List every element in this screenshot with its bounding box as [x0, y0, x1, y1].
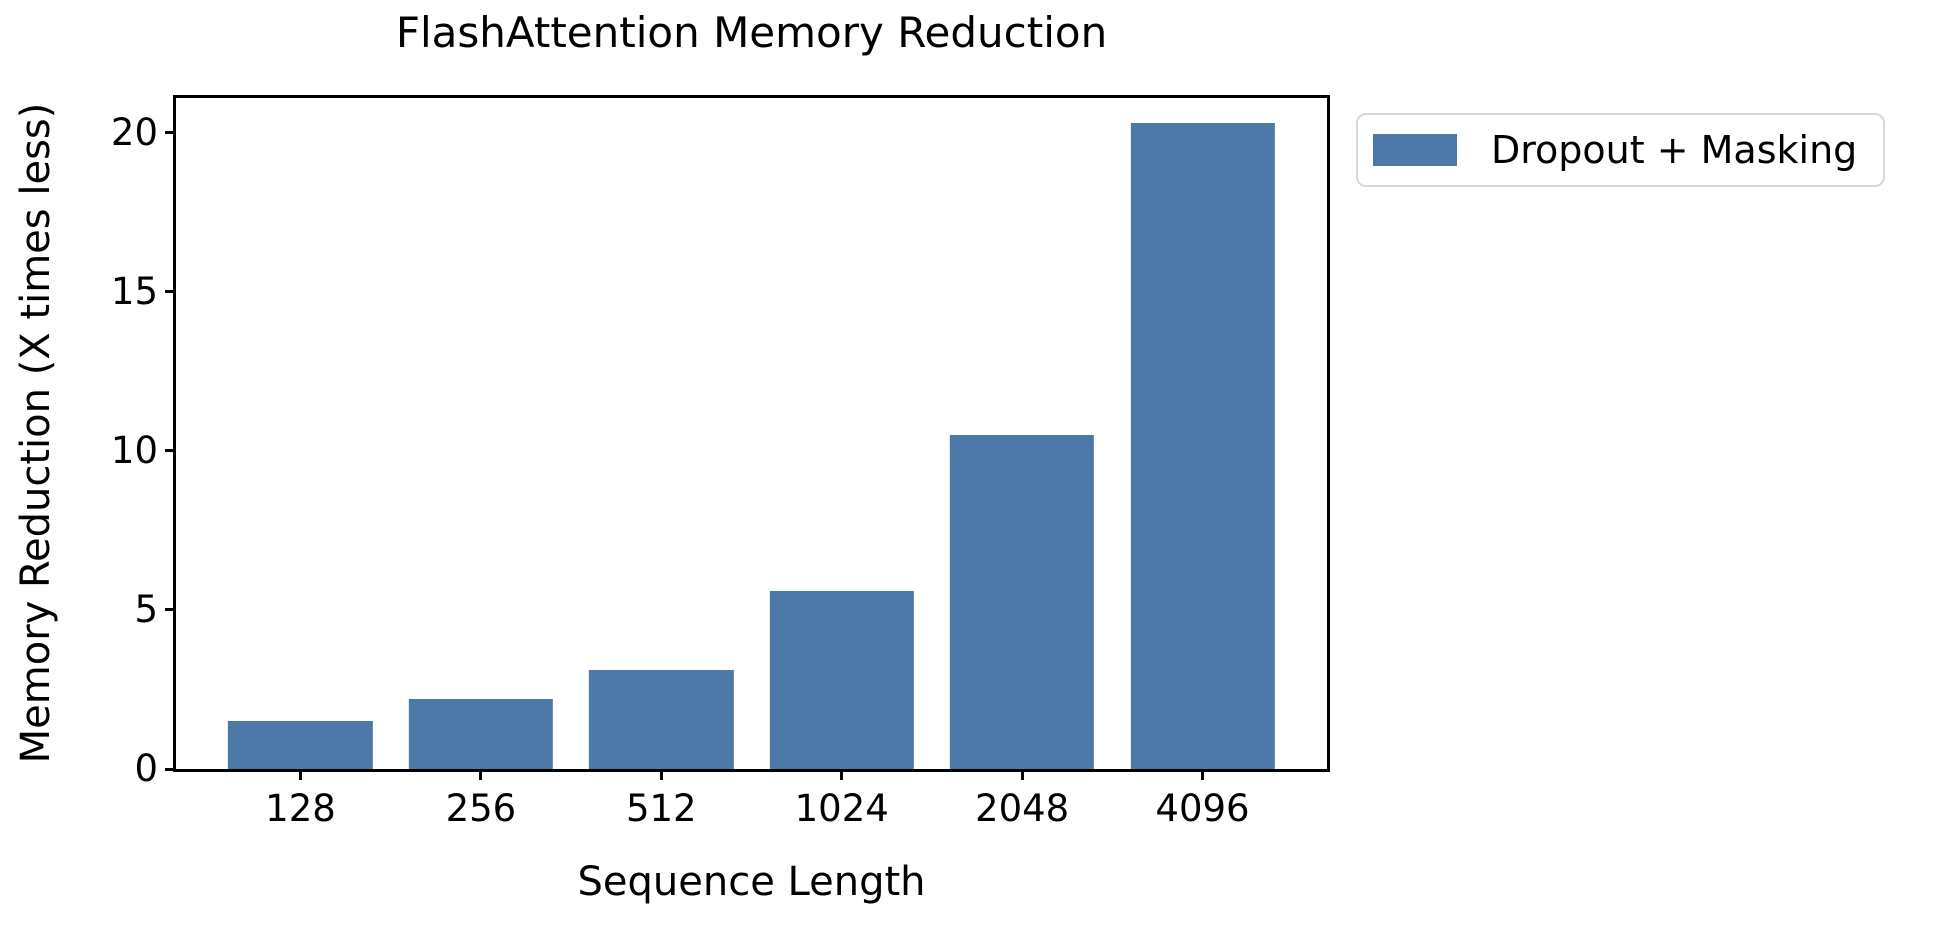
- bar-4096: [1130, 123, 1275, 769]
- y-tick-label-0: 0: [134, 747, 158, 790]
- x-tick-label-2048: 2048: [975, 787, 1070, 830]
- legend: Dropout + Masking: [1356, 113, 1886, 187]
- y-tick-label-20: 20: [110, 110, 158, 154]
- y-tick-mark-20: [165, 131, 176, 135]
- x-tick-label-512: 512: [625, 787, 697, 830]
- legend-label: Dropout + Masking: [1491, 128, 1858, 172]
- x-tick-label-128: 128: [265, 787, 336, 830]
- y-tick-mark-0: [165, 767, 176, 771]
- bar-256: [408, 699, 554, 769]
- chart-title: FlashAttention Memory Reduction: [395, 8, 1108, 57]
- legend-swatch-icon: [1373, 134, 1457, 166]
- plot-area: 0 5 10 15 20 128 256 512 1024 2048 4096: [111, 95, 1330, 830]
- x-tick-label-1024: 1024: [794, 787, 889, 830]
- y-tick-mark-10: [165, 449, 176, 453]
- x-tick-mark-4096: [1201, 769, 1205, 780]
- x-tick-mark-512: [659, 769, 663, 780]
- bar-128: [228, 721, 373, 769]
- x-tick-label-256: 256: [445, 787, 517, 830]
- bar-2048: [949, 435, 1095, 769]
- x-tick-mark-1024: [840, 769, 844, 780]
- y-tick-label-15: 15: [110, 269, 158, 313]
- x-axis-label: Sequence Length: [577, 859, 926, 905]
- y-tick-mark-15: [165, 290, 176, 294]
- x-tick-mark-256: [479, 769, 483, 780]
- bar-512: [589, 670, 734, 769]
- x-tick-mark-2048: [1020, 769, 1024, 780]
- y-tick-mark-5: [165, 608, 176, 612]
- y-tick-label-10: 10: [110, 428, 158, 472]
- x-tick-label-4096: 4096: [1155, 787, 1250, 830]
- x-tick-mark-128: [298, 769, 302, 780]
- y-tick-label-5: 5: [134, 587, 158, 631]
- y-axis-label: Memory Reduction (X times less): [13, 102, 59, 764]
- bar-1024: [769, 590, 914, 769]
